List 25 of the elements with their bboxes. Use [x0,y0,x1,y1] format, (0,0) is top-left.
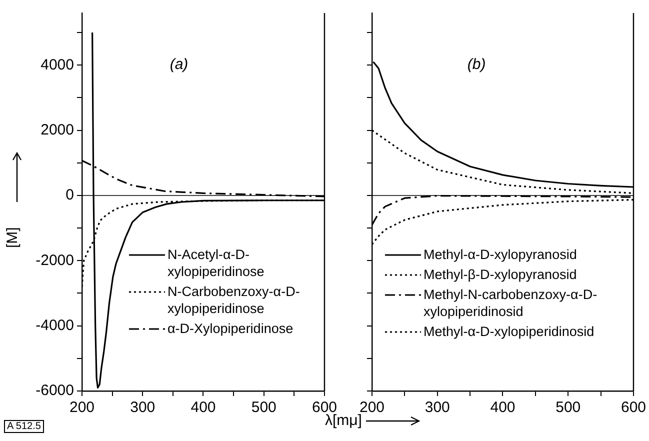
x-tick-label: 400 [490,399,516,416]
y-tick-label: 0 [66,186,74,204]
text: (b) [467,56,486,74]
x-tick-label: 200 [69,399,95,416]
legend-label: Methyl-α-D-xylopyranosid [423,246,577,263]
x-tick-label: 300 [424,399,450,416]
legend-label: Methyl-α-D-xylopiperidinosid [423,323,594,340]
y-tick-label: -6000 [36,382,74,400]
legend-label: α-D-Xylopiperidinose [167,320,294,337]
y-tick-label: -4000 [36,316,74,334]
x-axis-title: λ[mμ] [325,412,362,429]
x-tick-label: 500 [556,399,581,416]
text: A 512.5 [4,420,44,433]
x-tick-label: 300 [130,399,156,416]
text: (a) [170,56,188,74]
legend-label: N-Acetyl-α-D-xylopiperidinose [167,246,266,280]
x-tick-label: 500 [251,399,276,416]
legend-label: Methyl-N-carbobenzoxy-α-D-xylopiperidinosid [423,286,598,320]
x-tick-label: 600 [620,399,646,416]
x-tick-label: 400 [190,399,216,416]
y-axis-title: [M] [4,227,21,248]
y-tick-label: 4000 [40,56,74,74]
y-tick-label: -2000 [36,252,74,269]
y-tick-label: 2000 [40,121,74,138]
legend-label: Methyl-β-D-xylopyranosid [423,266,577,283]
